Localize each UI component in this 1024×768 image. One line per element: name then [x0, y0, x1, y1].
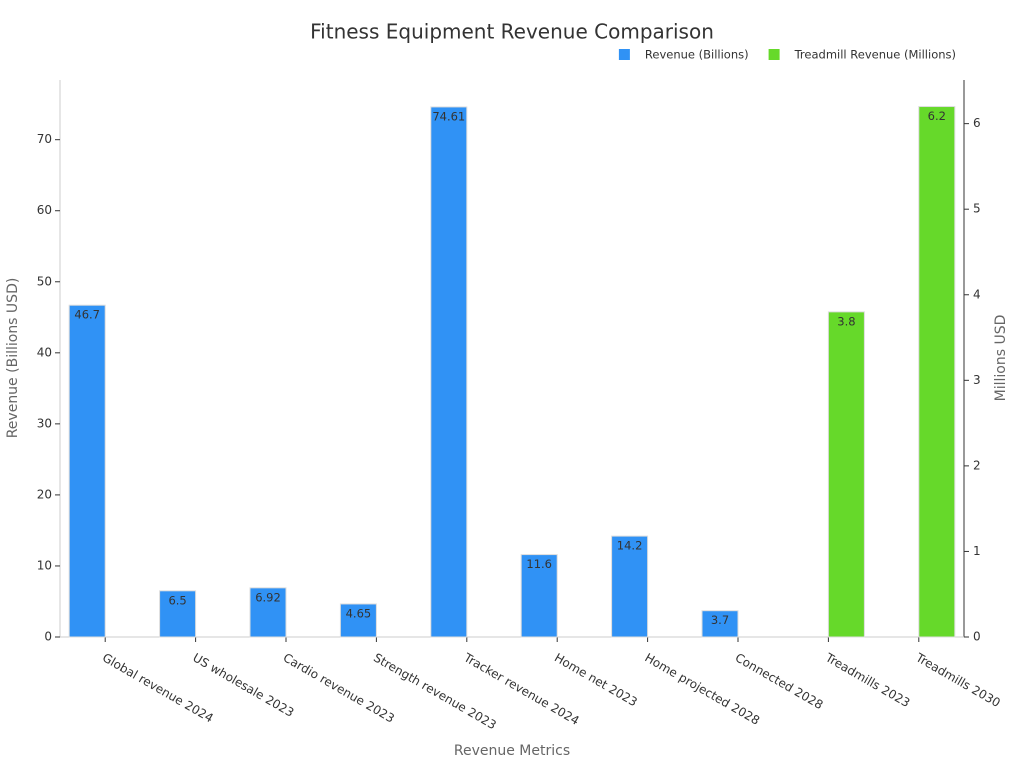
y-axis-title: Revenue (Billions USD)	[5, 278, 21, 439]
value-label: 4.65	[346, 606, 372, 620]
value-label: 11.6	[526, 557, 552, 571]
legend-swatch	[768, 49, 780, 60]
y-tick-label: 70	[37, 132, 52, 146]
y2-tick-label: 6	[973, 116, 981, 130]
legend-label: Revenue (Billions)	[645, 48, 749, 62]
bar	[68, 304, 106, 638]
bar	[918, 106, 956, 638]
bar	[701, 610, 739, 638]
x-tick-label: Treadmills 2030	[913, 650, 1003, 710]
y-tick-label: 10	[37, 558, 52, 572]
bar	[339, 603, 377, 638]
y-tick-label: 20	[37, 487, 52, 501]
bar	[520, 554, 558, 638]
y2-tick-label: 5	[973, 202, 981, 216]
legend-label: Treadmill Revenue (Millions)	[794, 48, 956, 62]
value-label: 6.92	[255, 590, 281, 604]
y-tick-label: 50	[37, 274, 52, 288]
x-tick-label: Home net 2023	[552, 651, 640, 710]
value-label: 14.2	[617, 539, 643, 553]
x-tick-label: Treadmills 2023	[822, 650, 912, 710]
value-label: 74.61	[432, 109, 465, 123]
value-label: 46.7	[74, 308, 100, 322]
x-axis-title: Revenue Metrics	[454, 743, 570, 759]
value-label: 6.2	[928, 109, 946, 123]
value-label: 3.8	[837, 314, 855, 328]
bar	[159, 590, 197, 638]
y-tick-label: 0	[44, 630, 52, 644]
y2-tick-label: 4	[973, 287, 981, 301]
y-tick-label: 60	[37, 203, 52, 217]
bar	[430, 106, 468, 638]
y-tick-label: 30	[37, 416, 52, 430]
y2-axis-title: Millions USD	[993, 315, 1009, 402]
x-tick-label: Connected 2028	[733, 651, 826, 713]
value-label: 3.7	[711, 613, 729, 627]
y-tick-label: 40	[37, 345, 52, 359]
y2-tick-label: 1	[973, 544, 981, 558]
y2-tick-label: 3	[973, 373, 981, 387]
y2-tick-label: 2	[973, 458, 981, 472]
legend-swatch	[618, 49, 630, 60]
chart-title: Fitness Equipment Revenue Comparison	[310, 20, 714, 44]
value-label: 6.5	[168, 593, 186, 607]
bar	[611, 535, 649, 638]
bar	[827, 311, 865, 638]
y2-tick-label: 0	[973, 630, 981, 644]
bar	[249, 587, 287, 638]
